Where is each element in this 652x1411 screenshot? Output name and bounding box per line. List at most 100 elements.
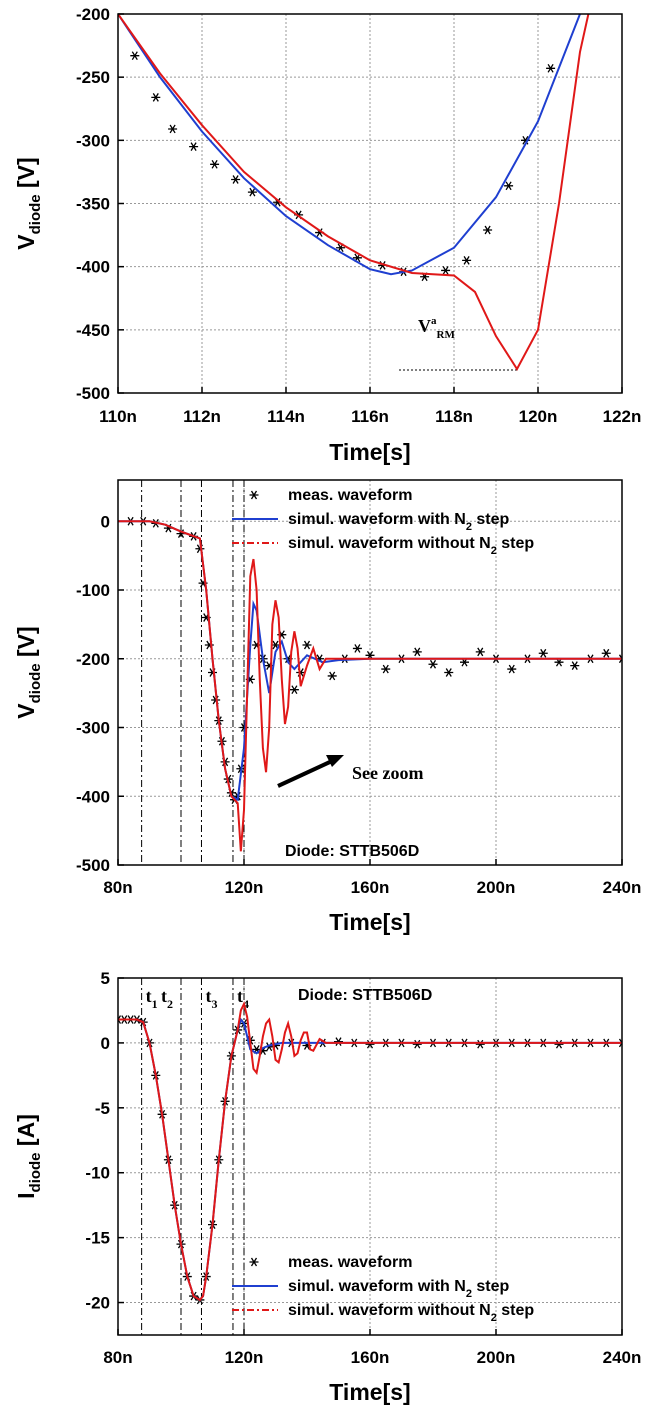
text-part: t	[161, 986, 167, 1006]
zoom-arrow-head	[326, 755, 344, 767]
text-part: 2	[466, 521, 472, 533]
data-point	[554, 1039, 564, 1049]
legend-label: meas. waveform	[288, 487, 413, 504]
x-tick-label: 120n	[225, 878, 264, 897]
data-point	[475, 1039, 485, 1049]
y-tick-label: -400	[76, 258, 110, 277]
data-point	[444, 668, 454, 677]
x-tick-label: 240n	[603, 1348, 642, 1367]
text-part: 2	[491, 1312, 497, 1324]
data-point	[412, 647, 422, 657]
x-tick-label: 200n	[477, 1348, 516, 1367]
data-point	[601, 648, 611, 658]
chart: -500 -400 -300 -200 -100 0 80n 120n 160n 200n 240n…	[13, 479, 641, 935]
y-tick-label: -300	[76, 131, 110, 150]
annotation: Diode: STTB506D	[298, 987, 432, 1004]
x-tick-label: 112n	[183, 407, 221, 426]
legend-label: meas. waveform	[288, 1254, 413, 1271]
data-point	[151, 93, 161, 102]
y-tick-label: -15	[85, 1229, 110, 1248]
text-part: step	[497, 1302, 535, 1319]
text-part: step	[472, 511, 510, 528]
y-tick-label: -5	[95, 1099, 110, 1118]
y-tick-label: -450	[76, 321, 110, 340]
data-point	[231, 175, 241, 184]
data-point	[327, 671, 337, 681]
y-tick-label: -300	[76, 719, 110, 738]
data-point	[302, 640, 312, 650]
time-marker-label: t2	[161, 986, 173, 1011]
data-point	[210, 159, 220, 169]
data-point	[483, 225, 493, 235]
y-tick-label: -200	[76, 5, 110, 24]
data-point	[289, 685, 299, 695]
data-point	[334, 1037, 343, 1046]
legend-label: simul. waveform with N2 step	[288, 1278, 510, 1300]
text-part: 3	[211, 997, 217, 1011]
data-point	[352, 644, 362, 653]
text-part: 1	[152, 997, 158, 1011]
chart: -500 -450 -400 -350 -300 -250 -200 110n 112n 114n…	[13, 5, 641, 465]
text-part: 2	[491, 545, 497, 557]
text-part: t	[237, 986, 243, 1006]
text-part: simul. waveform with N	[288, 1278, 466, 1295]
y-tick-label: -20	[85, 1294, 110, 1313]
text-part: [A]	[13, 1114, 39, 1152]
text-part: V	[418, 316, 431, 336]
y-axis-label: Vdiode [V]	[13, 157, 44, 249]
legend-symbol	[249, 490, 259, 500]
text-part: step	[472, 1278, 510, 1295]
x-tick-label: 160n	[351, 1348, 390, 1367]
data-point	[507, 664, 517, 674]
data-point	[130, 51, 140, 61]
series-line	[118, 1001, 622, 1302]
text-part: [V]	[13, 157, 39, 194]
text-part: V	[13, 234, 39, 250]
y-tick-label: 0	[101, 512, 110, 531]
data-point	[428, 659, 438, 669]
annotation: Diode: STTB506D	[285, 843, 419, 860]
time-marker-label: t4	[237, 986, 249, 1011]
plot-frame	[117, 977, 623, 1336]
data-point	[504, 181, 514, 191]
series-line	[118, 14, 581, 276]
data-point	[412, 1039, 422, 1049]
legend-label: simul. waveform without N2 step	[288, 535, 534, 557]
text-part: 2	[167, 997, 173, 1011]
y-tick-label: 0	[101, 1034, 110, 1053]
text-part: t	[146, 986, 152, 1006]
y-tick-label: -100	[76, 581, 110, 600]
data-point	[570, 661, 580, 670]
y-tick-label: -500	[76, 856, 110, 875]
x-tick-label: 200n	[477, 878, 516, 897]
text-part: 4	[243, 997, 249, 1011]
legend-label: simul. waveform with N2 step	[288, 511, 510, 533]
x-tick-label: 116n	[351, 407, 389, 426]
x-tick-label: 80n	[103, 878, 132, 897]
legend-label: simul. waveform without N2 step	[288, 1302, 534, 1324]
text-part: t	[205, 986, 211, 1006]
data-point	[168, 124, 178, 134]
text-part: simul. waveform with N	[288, 511, 466, 528]
text-part: diode	[27, 663, 44, 703]
y-tick-label: -350	[76, 195, 110, 214]
data-point	[475, 647, 485, 657]
y-axis-label: Vdiode [V]	[13, 626, 44, 718]
data-point	[381, 664, 391, 674]
text-part: diode	[27, 194, 44, 234]
x-tick-label: 122n	[603, 407, 642, 426]
text-part: a	[431, 315, 437, 327]
annotation: VaRM	[418, 315, 455, 341]
text-part: [V]	[13, 626, 39, 663]
x-axis-label: Time[s]	[329, 1379, 410, 1405]
time-marker-label: t1	[146, 986, 158, 1011]
data-point	[546, 63, 556, 73]
data-point	[208, 668, 217, 677]
x-tick-label: 120n	[225, 1348, 264, 1367]
x-axis-label: Time[s]	[329, 439, 410, 465]
text-part: RM	[437, 329, 456, 341]
x-tick-label: 160n	[351, 878, 390, 897]
series-line	[118, 14, 590, 371]
x-tick-label: 110n	[99, 407, 137, 426]
